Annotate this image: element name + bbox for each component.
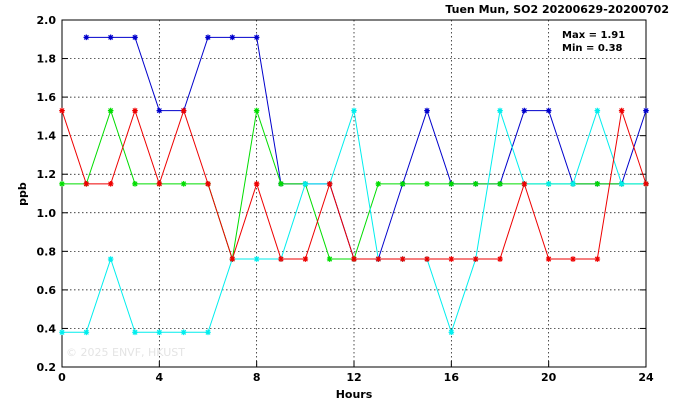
data-point — [594, 107, 601, 114]
y-tick-label: 0.6 — [37, 284, 57, 297]
data-point — [399, 256, 406, 262]
data-point — [132, 329, 138, 336]
data-point — [521, 181, 528, 187]
series-4 — [59, 107, 649, 262]
data-point — [156, 181, 163, 187]
y-tick-label: 1.8 — [37, 53, 57, 66]
y-tick-label: 1.2 — [37, 168, 57, 181]
x-axis-label: Hours — [336, 388, 373, 401]
data-point — [180, 181, 187, 187]
data-point — [472, 181, 479, 187]
data-point — [229, 256, 236, 262]
watermark: © 2025 ENVF, HKUST — [66, 346, 185, 359]
chart-title: Tuen Mun, SO2 20200629-20200702 — [445, 3, 669, 16]
data-point — [59, 329, 65, 336]
data-point — [375, 181, 382, 187]
data-point — [107, 107, 114, 114]
data-point — [180, 107, 187, 114]
data-point — [132, 107, 138, 114]
data-point — [278, 181, 284, 187]
y-tick-label: 1.0 — [37, 207, 57, 220]
x-tick-label: 16 — [444, 371, 460, 384]
data-point — [472, 256, 479, 262]
data-point — [448, 256, 455, 262]
y-tick-label: 0.2 — [37, 361, 57, 374]
x-tick-label: 12 — [346, 371, 361, 384]
x-tick-label: 8 — [253, 371, 261, 384]
data-point — [643, 181, 649, 187]
data-point — [59, 107, 65, 114]
data-point — [302, 181, 309, 187]
y-tick-label: 1.4 — [37, 130, 57, 143]
series-line — [86, 36, 647, 260]
data-point — [205, 34, 211, 41]
data-point — [375, 256, 382, 262]
data-point — [521, 107, 528, 114]
x-tick-label: 0 — [58, 371, 66, 384]
data-point — [132, 181, 138, 187]
data-point — [424, 256, 430, 262]
data-point — [399, 181, 406, 187]
y-axis-label: ppb — [16, 182, 29, 206]
data-point — [253, 34, 260, 41]
x-tick-label: 24 — [638, 371, 654, 384]
data-point — [545, 256, 552, 262]
y-tick-label: 2.0 — [37, 14, 57, 27]
data-point — [497, 107, 503, 114]
data-point — [253, 181, 260, 187]
data-point — [205, 181, 211, 187]
axis-ticks: 0 4 8 12 16 20 24 0.2 0.4 0.6 0.8 1.0 1.2 1.4 1.6 1.8 2.… — [37, 14, 654, 384]
data-point — [107, 181, 114, 187]
data-point — [570, 181, 576, 187]
data-point — [253, 256, 260, 262]
series-layer — [59, 34, 649, 336]
data-point — [83, 329, 90, 336]
data-point — [545, 181, 552, 187]
data-point — [326, 256, 333, 262]
data-point — [132, 34, 138, 41]
data-point — [156, 107, 163, 114]
max-label: Max = 1.91 — [562, 30, 625, 41]
data-point — [59, 181, 65, 187]
data-point — [618, 107, 625, 114]
data-point — [351, 107, 357, 114]
data-point — [497, 181, 503, 187]
data-point — [424, 181, 430, 187]
data-point — [83, 34, 90, 41]
data-point — [205, 329, 211, 336]
grid-lines — [62, 20, 646, 367]
y-tick-label: 1.6 — [37, 91, 57, 104]
y-tick-label: 0.4 — [37, 322, 57, 335]
data-point — [229, 34, 236, 41]
data-point — [253, 107, 260, 114]
data-point — [424, 107, 430, 114]
data-point — [107, 256, 114, 262]
data-point — [302, 256, 309, 262]
x-tick-label: 20 — [541, 371, 557, 384]
data-point — [180, 329, 187, 336]
data-point — [278, 256, 284, 262]
data-point — [643, 107, 649, 114]
data-point — [326, 181, 333, 187]
data-point — [107, 34, 114, 41]
data-point — [448, 329, 455, 336]
data-point — [351, 256, 357, 262]
data-point — [156, 329, 163, 336]
x-tick-label: 4 — [156, 371, 164, 384]
data-point — [618, 181, 625, 187]
data-point — [545, 107, 552, 114]
data-point — [448, 181, 455, 187]
data-point — [497, 256, 503, 262]
min-label: Min = 0.38 — [562, 43, 623, 54]
y-tick-label: 0.8 — [37, 245, 57, 258]
data-point — [83, 181, 90, 187]
series-1 — [83, 34, 649, 262]
data-point — [570, 256, 576, 262]
data-point — [594, 256, 601, 262]
data-point — [594, 181, 601, 187]
